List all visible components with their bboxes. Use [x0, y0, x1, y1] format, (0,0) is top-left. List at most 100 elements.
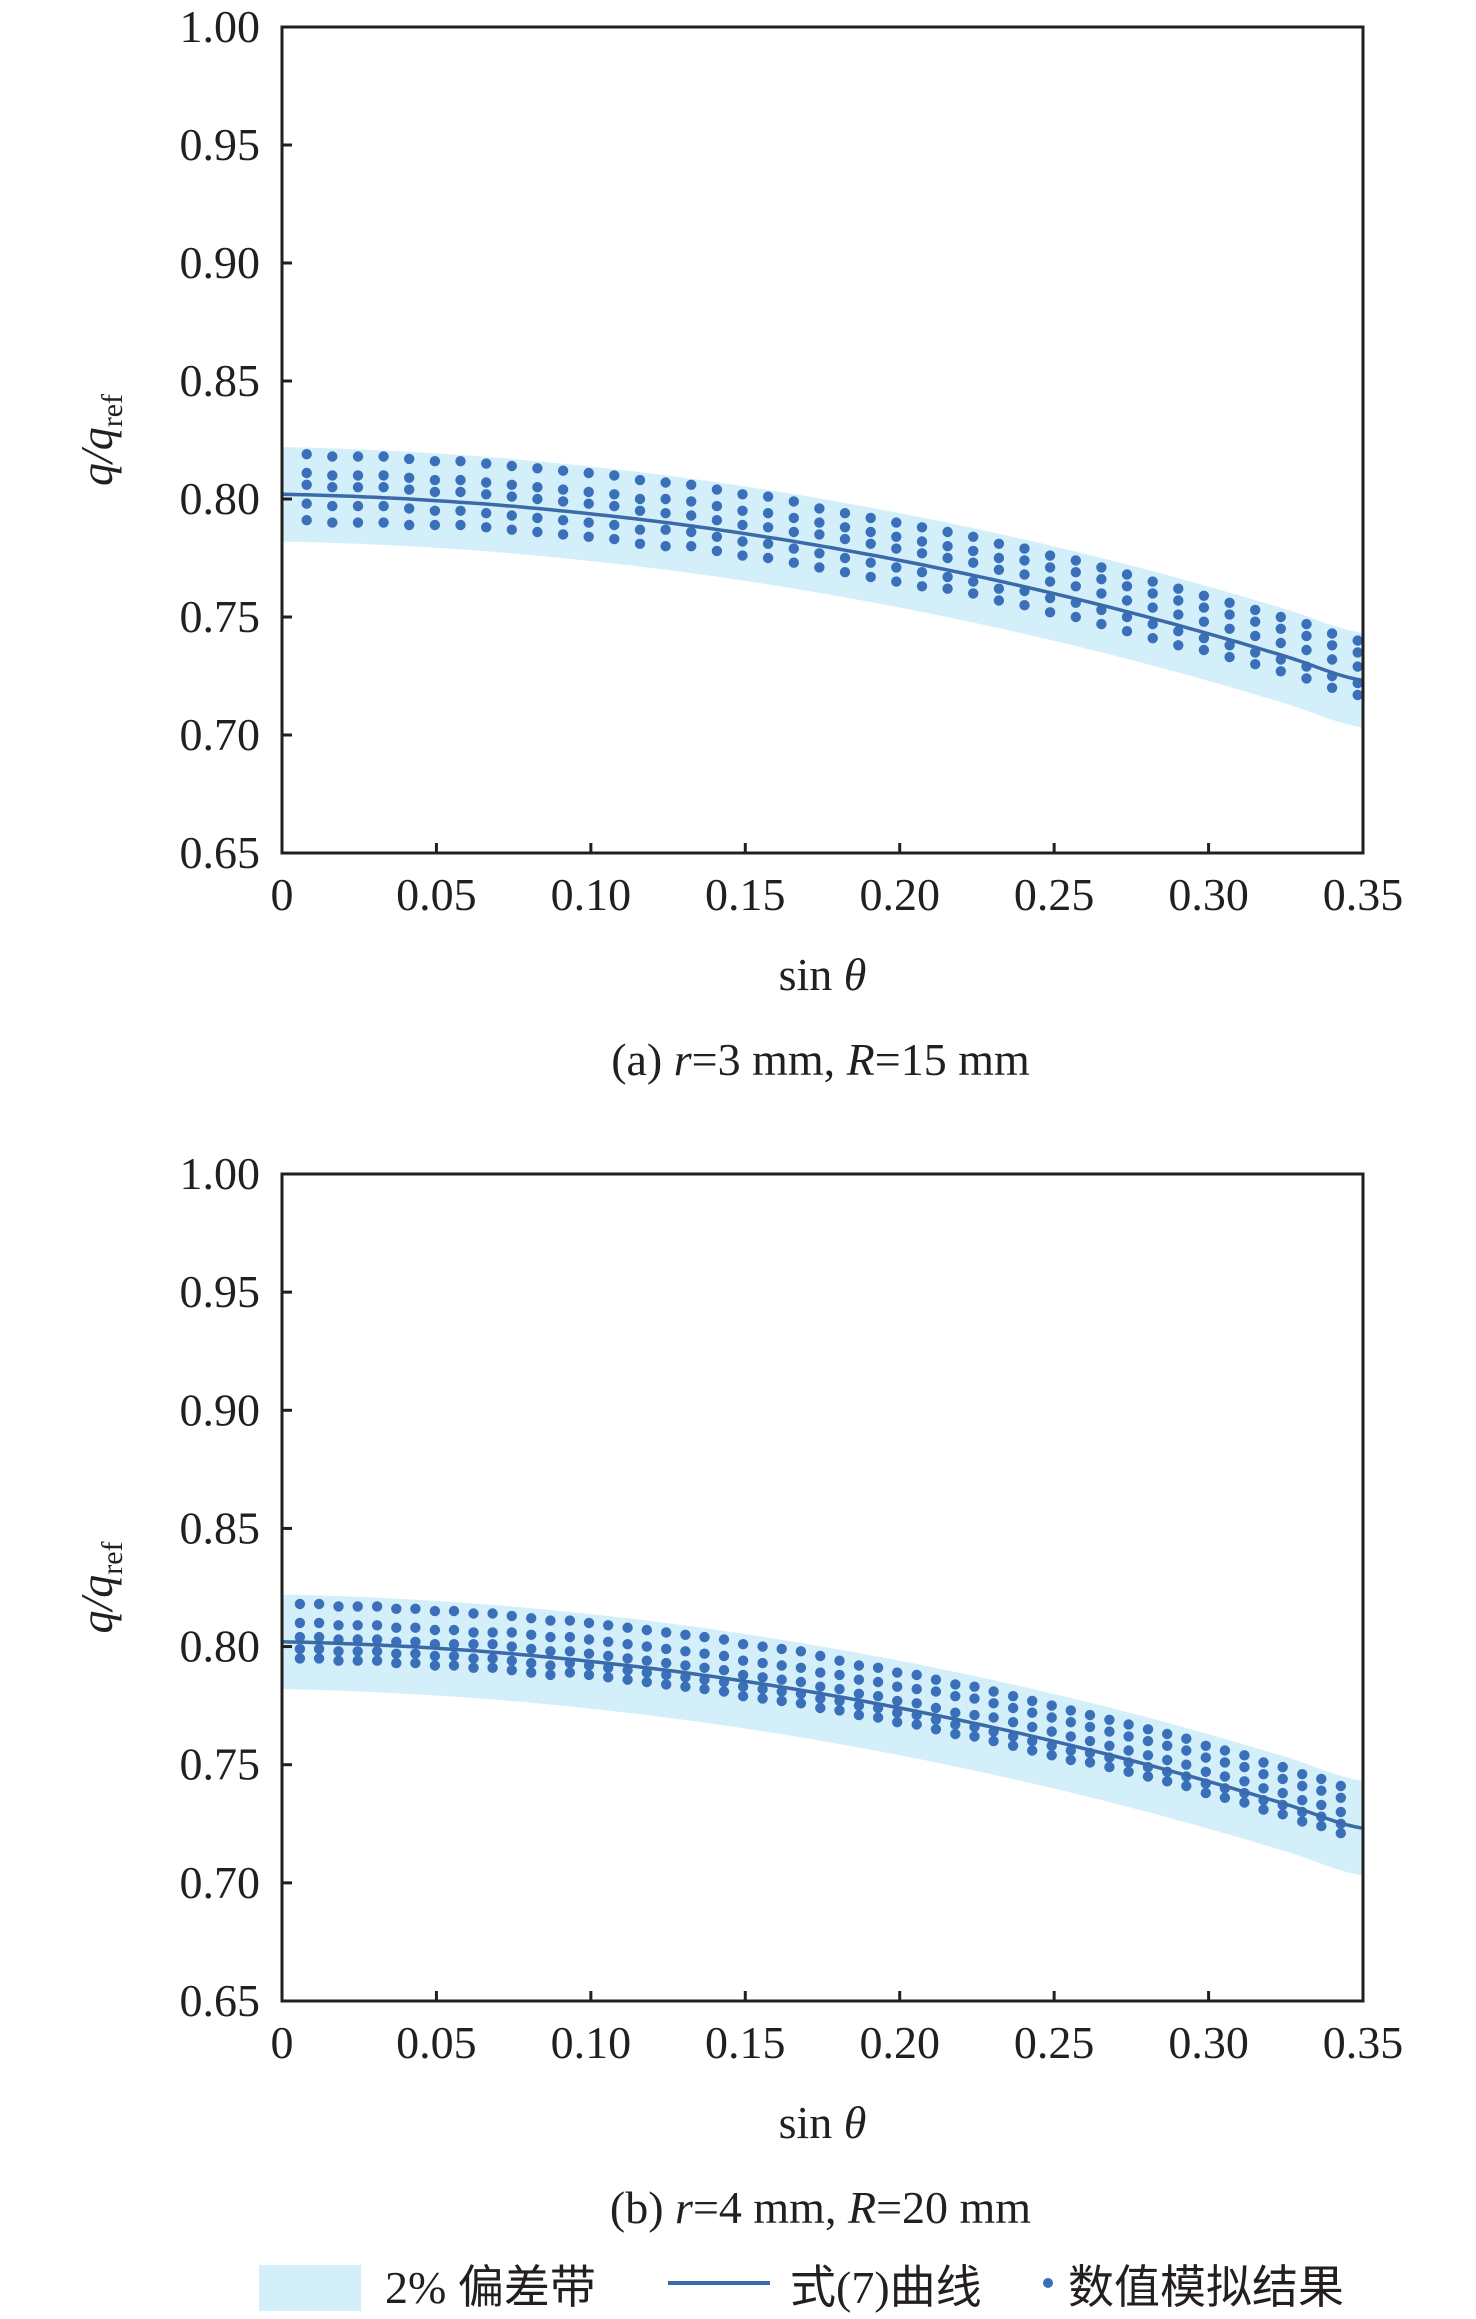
simulation-point	[891, 531, 902, 542]
simulation-point	[1198, 590, 1210, 601]
simulation-point	[950, 1679, 961, 1690]
x-tick-label: 0.25	[1014, 869, 1095, 920]
simulation-point	[327, 470, 338, 481]
x-tick-label: 0.35	[1323, 869, 1404, 920]
simulation-point	[1200, 1752, 1212, 1763]
simulation-point	[872, 1676, 884, 1688]
simulation-point	[1258, 1783, 1269, 1794]
simulation-point	[506, 1665, 517, 1676]
simulation-point	[1277, 1809, 1288, 1820]
caption-r-symbol: r	[675, 2182, 694, 2233]
simulation-point	[1297, 1769, 1308, 1780]
y-tick-labels: 0.65 0.70 0.75 0.80 0.85 0.90 0.95 1.00	[180, 1, 261, 878]
simulation-point	[757, 1641, 768, 1652]
simulation-point	[988, 1698, 999, 1709]
simulation-point	[327, 482, 338, 493]
simulation-point	[557, 496, 569, 507]
simulation-point	[1121, 626, 1133, 637]
simulation-point	[455, 474, 466, 486]
simulation-point	[911, 1698, 922, 1709]
simulation-point	[468, 1639, 479, 1650]
simulation-point	[1147, 633, 1158, 644]
simulation-point	[404, 503, 415, 514]
simulation-point	[839, 552, 851, 564]
simulation-point	[506, 479, 517, 490]
simulation-point	[378, 451, 389, 462]
y-tick-label: 0.90	[180, 1384, 261, 1435]
simulation-point	[1044, 576, 1056, 587]
simulation-point	[1326, 654, 1338, 665]
simulation-point	[737, 489, 748, 500]
simulation-point	[814, 503, 825, 514]
simulation-point	[853, 1660, 865, 1671]
simulation-point	[1200, 1766, 1212, 1778]
simulation-point	[1219, 1745, 1231, 1756]
simulation-point	[1044, 607, 1056, 618]
simulation-point	[891, 562, 902, 573]
simulation-point	[969, 1681, 980, 1692]
simulation-point	[737, 536, 748, 547]
simulation-point	[634, 493, 646, 505]
simulation-point	[788, 496, 799, 507]
simulation-point	[1027, 1721, 1038, 1733]
simulation-point	[481, 522, 492, 533]
simulation-point	[892, 1717, 903, 1728]
simulation-point	[1162, 1728, 1173, 1740]
x-tick-label: 0.15	[705, 2017, 786, 2068]
simulation-point	[891, 543, 902, 554]
simulation-point	[1258, 1769, 1269, 1780]
simulation-point	[532, 526, 543, 538]
simulation-point	[1096, 574, 1107, 585]
simulation-point	[448, 1605, 460, 1617]
simulation-point	[371, 1601, 383, 1612]
simulation-point	[429, 505, 441, 516]
simulation-point	[1275, 637, 1287, 649]
simulation-point	[526, 1613, 537, 1624]
simulation-point	[680, 1660, 691, 1671]
simulation-point	[622, 1665, 633, 1676]
simulation-point	[1070, 567, 1082, 578]
simulation-point	[429, 1650, 441, 1662]
simulation-point	[968, 557, 979, 568]
simulation-point	[1335, 1828, 1347, 1839]
simulation-point	[839, 508, 851, 519]
simulation-point	[993, 564, 1005, 575]
simulation-point	[333, 1655, 344, 1666]
simulation-point	[1301, 630, 1312, 642]
simulation-point	[1352, 647, 1363, 658]
simulation-point	[1198, 633, 1210, 644]
simulation-point	[583, 1648, 595, 1659]
simulation-point	[1335, 1780, 1347, 1792]
simulation-point	[853, 1674, 865, 1685]
simulation-point	[950, 1707, 961, 1718]
simulation-point	[404, 453, 415, 465]
y-tick-label: 0.65	[180, 827, 261, 878]
y-axis-title-main: q/q	[71, 427, 122, 486]
simulation-point	[313, 1598, 325, 1610]
simulation-point	[641, 1655, 652, 1666]
simulation-point	[1104, 1761, 1115, 1773]
axes-frame	[280, 1172, 1365, 2003]
simulation-point	[1070, 611, 1082, 623]
simulation-point	[660, 508, 671, 519]
simulation-point	[313, 1631, 325, 1643]
simulation-point	[853, 1709, 865, 1721]
simulation-point	[603, 1636, 614, 1648]
simulation-point	[814, 529, 825, 540]
x-tick-label: 0.20	[859, 869, 940, 920]
simulation-point	[788, 526, 799, 538]
x-tick-label: 0.10	[551, 869, 632, 920]
simulation-point	[795, 1676, 807, 1688]
simulation-point	[969, 1731, 980, 1742]
simulation-point	[969, 1709, 980, 1721]
simulation-point	[865, 526, 876, 538]
equation-curve	[281, 1640, 1364, 1831]
simulation-point	[410, 1636, 421, 1648]
simulation-point	[429, 456, 441, 467]
simulation-point	[455, 505, 466, 516]
simulation-point	[564, 1667, 576, 1678]
simulation-point	[660, 541, 671, 552]
simulation-point	[1316, 1773, 1327, 1785]
simulation-point	[1181, 1733, 1192, 1744]
simulation-point	[718, 1650, 730, 1662]
